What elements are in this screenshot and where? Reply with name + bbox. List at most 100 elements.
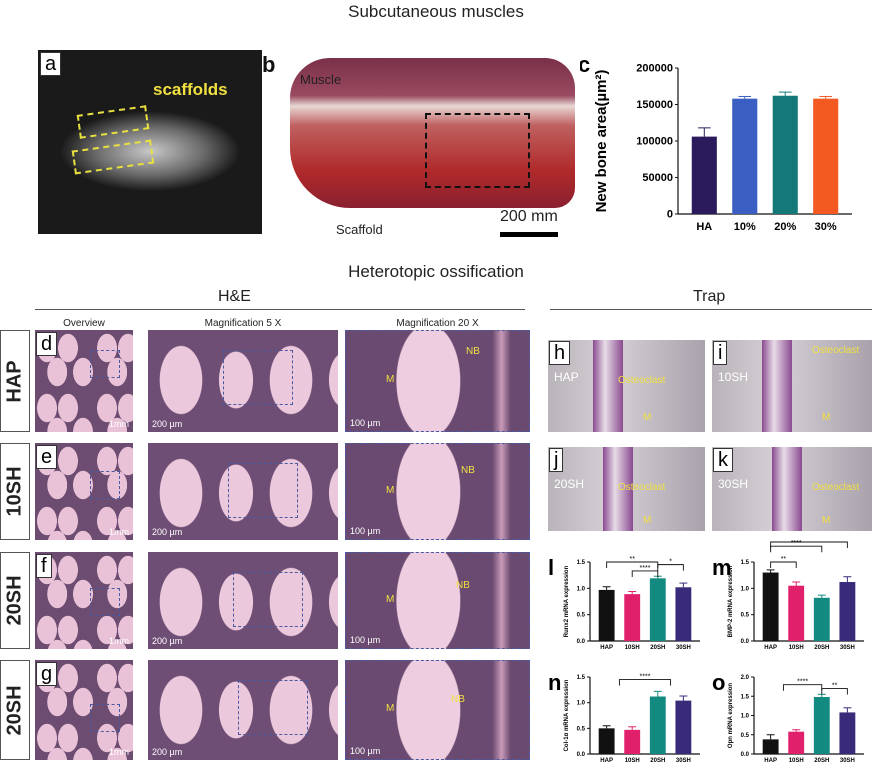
chart-o: o 0.0 0.5 1.0 1.5 2.0 Opn mRNA expression HAP 10…: [712, 670, 864, 764]
x-tick-label: 10SH: [625, 758, 640, 764]
column-header-mag5: Magnification 5 X: [204, 318, 282, 329]
overview-image: 1mm: [35, 330, 133, 432]
bar: [788, 585, 805, 641]
y-tick-label: 1.5: [577, 675, 586, 681]
significance-label: *: [669, 559, 672, 566]
bar: [762, 739, 779, 754]
panel-label: i: [713, 341, 728, 365]
significance-label: **: [629, 556, 635, 563]
row-header: 20SH: [0, 552, 30, 649]
scale-label: 1mm: [109, 419, 129, 429]
magnification-5x-image: 200 µm: [148, 330, 338, 432]
significance-bracket: [770, 561, 797, 568]
new-bone-marker: NB: [461, 465, 475, 476]
scale-bar: [500, 232, 558, 237]
roi-box: [90, 704, 120, 732]
muscle-marker: M: [386, 374, 395, 385]
new-bone-marker: NB: [466, 346, 480, 357]
panel-label-a: a: [40, 52, 62, 76]
x-tick-label: HAP: [764, 758, 777, 764]
he-heading: H&E: [218, 288, 251, 305]
group-label: 20SH: [3, 575, 26, 626]
bar: [598, 589, 615, 641]
y-axis-label: Runx2 mRNA expression: [564, 565, 570, 637]
magnification-5x-image: 200 µm: [148, 443, 338, 540]
bar: [691, 136, 717, 214]
y-axis-label: Opn mRNA expression: [728, 683, 734, 748]
x-tick-label: 20SH: [814, 758, 829, 764]
y-tick-label: 1.0: [741, 586, 750, 592]
magnification-5x-image: 200 µm: [148, 660, 338, 760]
panel-label-b: b: [262, 52, 276, 77]
scaffolds-label: scaffolds: [153, 80, 228, 99]
y-tick-label: 150000: [636, 99, 673, 111]
roi-box: [223, 350, 293, 405]
y-tick-label: 0.0: [577, 752, 586, 758]
roi-box: [228, 463, 298, 518]
trap-image: 10SH Osteoclast M: [712, 340, 872, 432]
new-bone-marker: NB: [451, 694, 465, 705]
group-label: 10SH: [718, 370, 749, 384]
scale-label: 200 µm: [152, 527, 183, 537]
significance-bracket: [618, 679, 672, 686]
divider: [550, 309, 872, 310]
muscle-marker: M: [386, 484, 395, 496]
bar: [649, 696, 666, 754]
x-tick-label: 30SH: [840, 645, 855, 651]
chart-m: m 0.0 0.5 1.0 1.5 BMP-2 mRNA expression HAP 10S…: [712, 540, 864, 651]
significance-label: *: [808, 540, 811, 543]
muscle-photo: [290, 58, 575, 208]
y-tick-label: 0.0: [577, 639, 586, 645]
bar: [732, 98, 758, 214]
bar: [675, 587, 692, 641]
group-label: 20SH: [554, 477, 585, 491]
bar: [624, 729, 641, 754]
x-tick-label: 10%: [734, 221, 756, 233]
group-label: HAP: [554, 370, 579, 384]
scale-label: 100 µm: [350, 418, 381, 428]
bone-region: [772, 447, 802, 531]
scale-label: 200 µm: [152, 747, 183, 757]
bar: [598, 728, 615, 754]
group-label: 20SH: [3, 684, 26, 736]
magnification-20x-image: M NB 100 µm: [345, 443, 530, 540]
roi-box: [90, 350, 120, 378]
roi-box: [233, 572, 303, 627]
x-tick-label: 10SH: [789, 758, 804, 764]
significance-label: ****: [797, 679, 808, 686]
panel-label: e: [36, 445, 58, 469]
x-tick-label: HAP: [764, 645, 777, 651]
significance-bracket: [631, 570, 659, 577]
bar: [839, 712, 856, 754]
panel-letter: o: [712, 670, 725, 695]
bar: [772, 95, 798, 214]
osteoclast-marker: Osteoclast: [618, 375, 666, 386]
osteoclast-marker: Osteoclast: [812, 345, 860, 356]
y-tick-label: 1.5: [577, 560, 586, 566]
y-tick-label: 0.0: [741, 752, 750, 758]
osteoclast-marker: Osteoclast: [618, 482, 666, 493]
bar: [813, 597, 830, 641]
x-tick-label: HA: [696, 221, 712, 233]
trap-image: 20SH Osteoclast M: [548, 447, 705, 531]
significance-bracket: [782, 684, 823, 691]
significance-label: **: [832, 683, 838, 690]
trap-image: HAP Osteoclast M: [548, 340, 705, 432]
bar: [813, 98, 839, 214]
panel-label: j: [549, 448, 564, 472]
x-tick-label: 30SH: [676, 758, 691, 764]
group-label: 10SH: [3, 466, 26, 517]
figure-title-top: Subcutaneous muscles: [348, 2, 524, 21]
x-tick-label: 30SH: [676, 645, 691, 651]
new-bone-marker: NB: [456, 580, 470, 591]
magnification-20x-image: M NB 100 µm: [345, 552, 530, 649]
y-tick-label: 0.5: [577, 726, 586, 732]
divider: [35, 309, 525, 310]
chart-c: c 0 50000 100000 150000 200000 New bone area(µ…: [580, 52, 852, 233]
y-tick-label: 0.5: [741, 613, 750, 619]
roi-box: [90, 471, 120, 499]
significance-bracket: [770, 541, 848, 548]
panel-label: g: [36, 662, 58, 686]
row-header: 20SH: [0, 660, 30, 760]
overview-image: 1mm: [35, 660, 133, 760]
